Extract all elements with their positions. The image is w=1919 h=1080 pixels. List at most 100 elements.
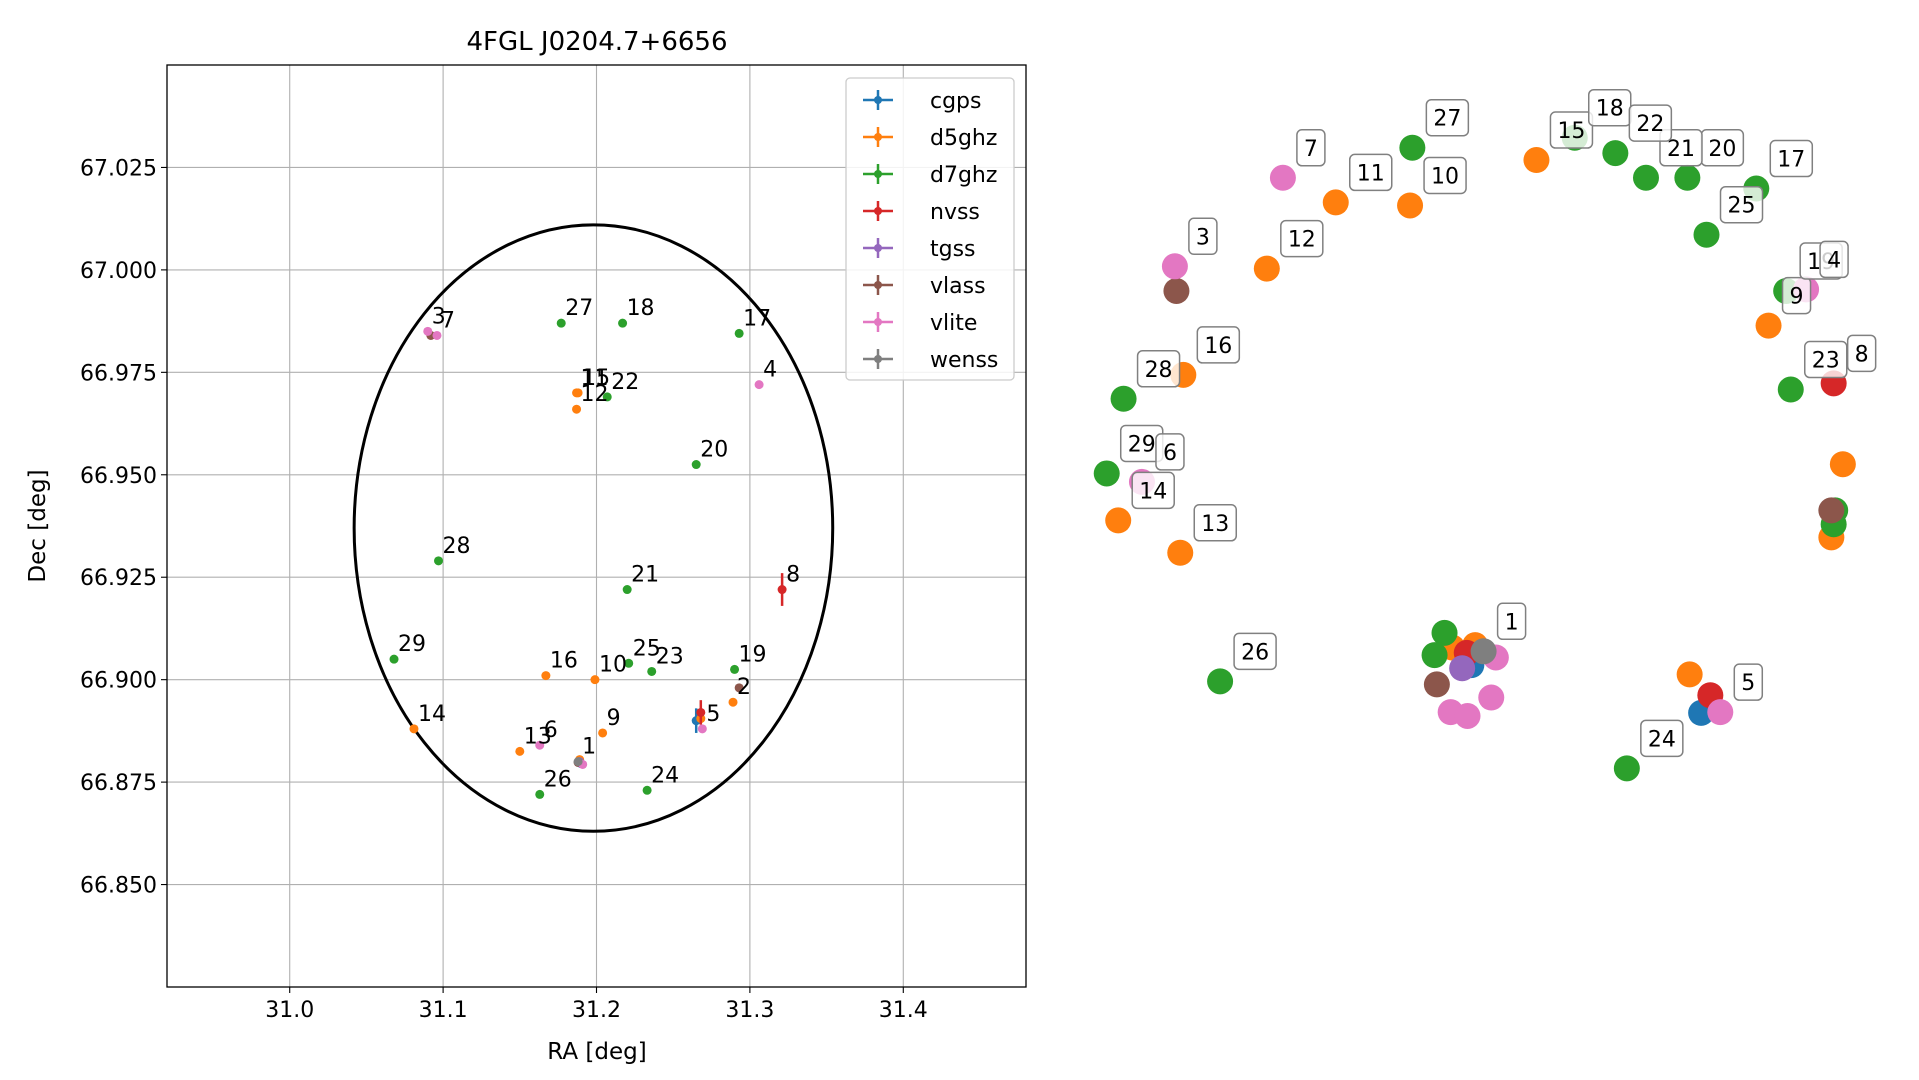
point-label: 28 — [443, 534, 471, 559]
point-vlite — [754, 380, 764, 390]
node — [1676, 661, 1703, 688]
node-label: 25 — [1728, 194, 1756, 219]
node — [1399, 134, 1426, 161]
node-label: 20 — [1708, 137, 1736, 162]
node-label: 7 — [1304, 137, 1318, 162]
node-label: 14 — [1139, 479, 1167, 504]
legend-marker-vlass — [874, 281, 882, 289]
point-d7ghz — [642, 785, 652, 795]
left-data-points — [389, 318, 787, 799]
legend-marker-wenss — [874, 355, 882, 363]
point-label: 16 — [550, 649, 578, 674]
point-d5ghz — [728, 697, 738, 707]
point-label: 2 — [737, 675, 751, 700]
point-nvss — [777, 585, 787, 595]
point-vlite — [697, 724, 707, 734]
node-label: 22 — [1636, 112, 1664, 137]
node-label: 23 — [1812, 349, 1840, 374]
node-label: 26 — [1241, 640, 1269, 665]
node — [1253, 255, 1280, 282]
node-label: 3 — [1196, 225, 1210, 250]
node-label: 12 — [1288, 228, 1316, 253]
point-d5ghz — [541, 671, 551, 681]
point-d5ghz — [409, 724, 419, 734]
left-y-tick-labels: 66.850 66.875 66.900 66.925 66.950 66.975 67.0… — [80, 156, 167, 899]
legend-marker-vlite — [874, 318, 882, 326]
point-nvss — [696, 707, 706, 717]
node-label: 9 — [1790, 285, 1804, 310]
point-label: 7 — [441, 308, 455, 333]
node — [1431, 619, 1458, 646]
point-label: 29 — [398, 632, 426, 657]
point-label: 18 — [627, 296, 655, 321]
point-label: 6 — [544, 718, 558, 743]
node-label: 4 — [1827, 248, 1841, 273]
legend-marker-nvss — [874, 207, 882, 215]
node-label: 6 — [1163, 441, 1177, 466]
node — [1707, 699, 1734, 726]
y-tick-label: 67.025 — [80, 156, 157, 181]
legend-label-d5ghz: d5ghz — [930, 126, 997, 151]
node — [1478, 684, 1505, 711]
node-label-box — [1131, 471, 1175, 510]
node — [1161, 253, 1188, 280]
point-label: 1 — [582, 735, 596, 760]
error-ellipse — [352, 223, 835, 833]
node — [1167, 539, 1194, 566]
point-vlite — [432, 330, 442, 340]
point-label: 26 — [544, 767, 572, 792]
point-d7ghz — [622, 585, 632, 595]
node-label: 27 — [1433, 107, 1461, 132]
y-tick-label: 66.900 — [80, 669, 157, 694]
node-label-box — [1188, 217, 1218, 256]
point-label: 3 — [432, 304, 446, 329]
point-d7ghz — [618, 318, 628, 328]
node-label-box — [1719, 185, 1764, 224]
node-label: 10 — [1431, 164, 1459, 189]
y-tick-label: 66.875 — [80, 771, 157, 796]
node — [1470, 638, 1497, 665]
node — [1523, 147, 1550, 174]
node-label-box — [1196, 326, 1241, 364]
point-wenss — [573, 757, 583, 767]
node — [1454, 702, 1481, 729]
point-d7ghz — [434, 556, 444, 566]
point-label: 8 — [786, 563, 800, 588]
node-label-box — [1296, 129, 1326, 167]
node-label-box — [1819, 240, 1849, 279]
point-label: 11 — [581, 366, 609, 391]
error-ellipse-layer — [352, 223, 835, 833]
point-d7ghz — [389, 654, 399, 664]
node-label-box — [1804, 340, 1848, 379]
right-nodes — [1093, 124, 1856, 782]
point-d7ghz — [730, 664, 740, 674]
node — [1421, 642, 1448, 669]
point-label: 19 — [739, 642, 767, 667]
x-axis-label: RA [deg] — [547, 1039, 646, 1065]
x-tick-label: 31.2 — [572, 998, 621, 1023]
node — [1674, 164, 1701, 191]
node-label: 13 — [1201, 512, 1229, 537]
legend-label-nvss: nvss — [930, 200, 980, 225]
point-d7ghz — [602, 392, 612, 402]
node-label: 18 — [1596, 97, 1624, 122]
point-d7ghz — [556, 318, 566, 328]
legend-label-vlite: vlite — [930, 311, 977, 336]
node-label: 8 — [1855, 342, 1869, 367]
x-tick-label: 31.1 — [419, 998, 468, 1023]
point-label: 4 — [763, 358, 777, 383]
right-label-graph-panel: 9101112131415161718192021222324252627282… — [1093, 88, 1877, 782]
node — [1163, 277, 1190, 304]
node-label-box — [1193, 504, 1238, 542]
point-label: 21 — [631, 563, 659, 588]
point-label: 23 — [656, 644, 684, 669]
node-label-box — [1423, 156, 1467, 195]
node — [1613, 755, 1640, 782]
node-label-box — [1425, 98, 1470, 137]
node-label-box — [1781, 276, 1812, 315]
point-d5ghz — [515, 746, 525, 756]
node-label: 29 — [1128, 432, 1156, 457]
node — [1602, 140, 1629, 167]
point-d5ghz — [598, 728, 608, 738]
